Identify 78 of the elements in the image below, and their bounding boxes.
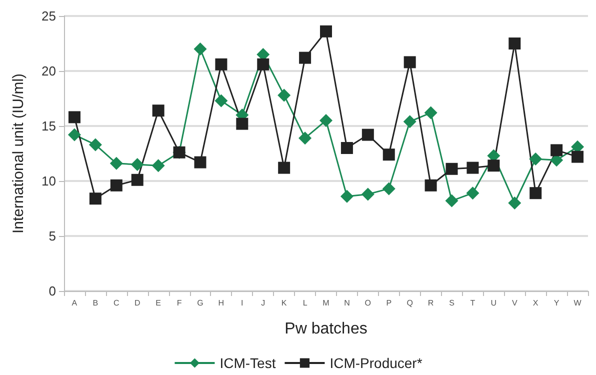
point [89,192,102,205]
point [445,194,458,208]
point [361,188,374,201]
x-tick-label: N [344,298,350,308]
y-tick-label: 15 [42,118,56,134]
x-tick-label: U [490,298,497,308]
x-tick-label: X [532,298,539,308]
x-tick-label: W [574,298,582,308]
point [299,52,312,64]
x-tick-label: Y [554,298,560,308]
x-tick-label: C [114,298,120,308]
point [508,38,521,50]
x-tick-label: V [512,298,518,308]
x-tick-label: A [72,298,78,308]
point [550,144,563,156]
point [130,158,144,171]
point [320,25,332,38]
point [215,58,228,70]
point [131,174,144,186]
point [278,162,290,174]
point [404,56,416,68]
point [88,138,102,152]
point [298,132,312,145]
x-tick-label: F [176,298,182,308]
y-tick-label: 0 [48,284,56,298]
legend-label: ICM-Test [220,355,276,371]
point [529,152,542,166]
point [68,128,81,142]
point [110,179,122,192]
point [110,156,123,170]
x-tick-label: P [386,298,392,308]
point [424,179,437,192]
x-tick-label: M [322,298,330,308]
point [236,118,248,130]
point [488,160,500,172]
point [214,94,228,108]
y-tick-label: 10 [42,174,56,188]
point [466,162,479,174]
point [382,148,395,161]
point [446,162,458,175]
point [278,88,291,102]
point [403,115,416,128]
point [424,106,438,120]
x-tick-label: R [428,298,434,308]
point [194,42,207,56]
x-tick-label: I [241,298,244,308]
y-tick-label: 25 [42,8,56,24]
point [340,190,354,203]
x-tick-label: B [92,298,98,308]
point [340,142,353,154]
y-tick-label: 20 [42,64,56,78]
x-tick-label: H [218,298,224,308]
point [257,58,270,70]
point [194,156,206,168]
x-axis-title: Pw batches [284,320,368,338]
x-tick-label: G [197,298,204,308]
point [68,111,80,124]
x-tick-label: T [470,298,476,308]
y-axis-title: International unit (IU/ml) [10,73,27,234]
x-tick-label: J [261,298,266,308]
legend-label: ICM-Producer* [330,355,423,371]
point [382,182,396,196]
point [362,128,374,141]
y-tick-label: 5 [48,228,56,244]
point [320,114,332,127]
point [508,196,522,210]
point [152,159,165,172]
x-tick-label: K [281,298,288,308]
x-tick-label: D [134,298,140,308]
x-tick-label: L [302,298,308,308]
x-tick-label: Q [406,298,413,308]
x-tick-label: E [156,298,161,308]
x-tick-label: S [449,298,454,308]
x-tick-label: O [364,298,372,308]
point [530,187,542,200]
point [152,104,164,117]
point [572,150,584,163]
point [466,186,480,200]
